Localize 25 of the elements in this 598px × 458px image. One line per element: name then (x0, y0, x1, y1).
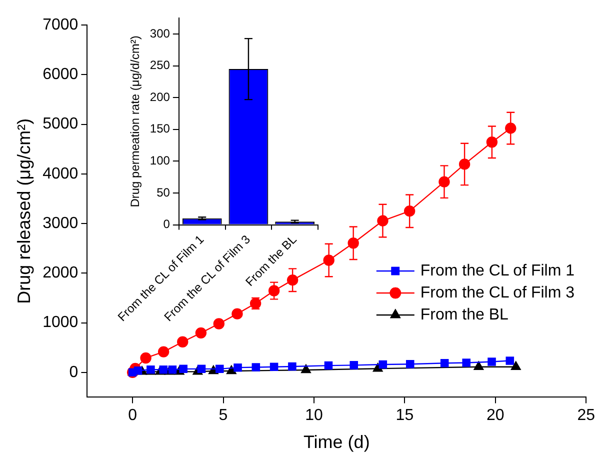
y-tick-label: 50 (156, 185, 170, 200)
legend-label: From the CL of Film 3 (420, 284, 575, 302)
y-tick-label: 150 (150, 122, 170, 136)
y-tick-label: 200 (150, 90, 170, 104)
y-tick-label: 0 (69, 364, 78, 381)
y-tick-label: 300 (150, 26, 170, 40)
y-axis-title: Drug released (μg/cm²) (14, 118, 34, 304)
x-axis-title: Time (d) (303, 432, 370, 452)
y-tick-label: 5000 (42, 116, 78, 133)
x-tick-label: 25 (577, 407, 596, 424)
y-tick-label: 6000 (42, 66, 78, 84)
y-tick-label: 7000 (42, 16, 78, 34)
y-tick-label: 250 (150, 58, 170, 72)
x-tick-label: 0 (128, 407, 138, 424)
y-tick-label: 2000 (42, 264, 78, 282)
y-tick-label: 3000 (42, 214, 78, 232)
y-tick-label: 4000 (42, 165, 78, 182)
x-tick-label: 10 (305, 407, 323, 424)
x-tick-label: 5 (218, 407, 228, 424)
y-tick-label: 1000 (42, 314, 78, 332)
y-tick-label: 100 (150, 154, 170, 168)
x-tick-label: 20 (486, 407, 504, 424)
x-tick-label: 15 (396, 407, 414, 424)
y-tick-label: 0 (163, 217, 170, 232)
y-axis-title: Drug permeation rate (μg/d/cm²) (128, 36, 142, 208)
